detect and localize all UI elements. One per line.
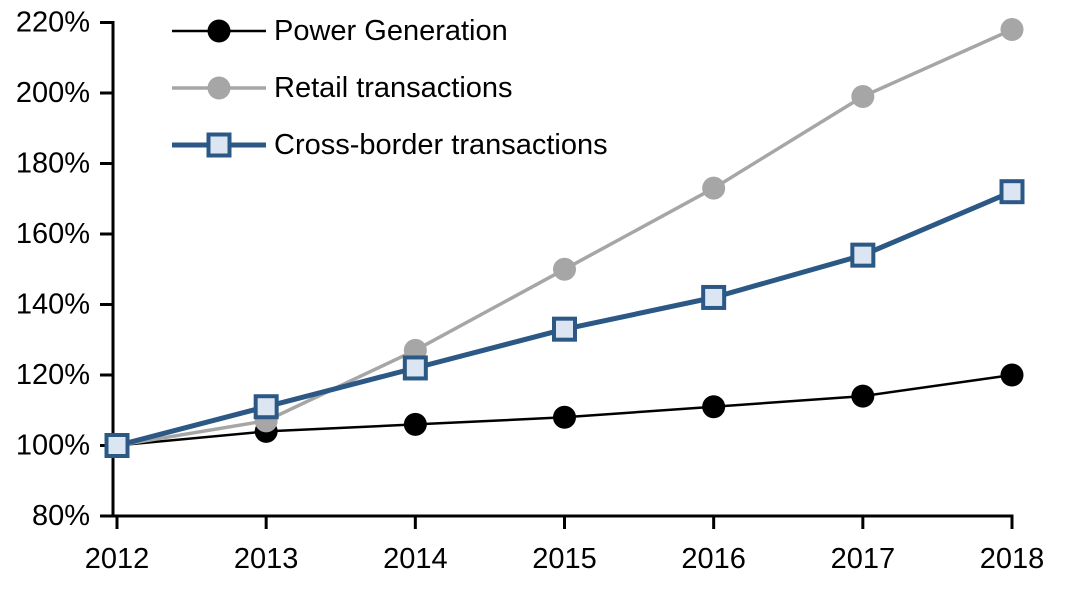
y-tick-label: 140% <box>16 289 90 321</box>
x-tick-label: 2014 <box>383 543 448 575</box>
y-tick-label: 160% <box>16 218 90 250</box>
series-marker-power-generation <box>702 395 726 419</box>
x-tick-label: 2012 <box>85 543 150 575</box>
series-marker-cross-border-transactions <box>253 394 279 420</box>
series-marker-power-generation <box>1000 363 1024 387</box>
legend: Power Generation Retail transactions Cross… <box>172 15 608 161</box>
series-marker-power-generation <box>403 412 427 436</box>
legend-item-retail-transactions: Retail transactions <box>172 72 513 104</box>
legend-marker-square-icon <box>206 132 232 158</box>
series-marker-cross-border-transactions <box>402 355 428 381</box>
x-tick-label: 2017 <box>831 543 896 575</box>
x-tick-label: 2016 <box>681 543 746 575</box>
legend-item-cross-border-transactions: Cross-border transactions <box>172 129 608 161</box>
series-cross-border-transactions <box>104 179 1025 458</box>
series-line-retail-transactions <box>116 28 1013 448</box>
x-tick-label: 2015 <box>532 543 597 575</box>
series-marker-retail-transactions <box>851 85 875 109</box>
series-marker-cross-border-transactions <box>104 433 130 458</box>
legend-label: Retail transactions <box>274 72 513 104</box>
series-marker-cross-border-transactions <box>999 179 1025 205</box>
x-tick-label: 2018 <box>980 543 1045 575</box>
series-marker-power-generation <box>851 384 875 408</box>
legend-item-power-generation: Power Generation <box>172 15 508 47</box>
legend-marker-circle-icon <box>207 19 231 43</box>
series-marker-retail-transactions <box>1000 18 1024 42</box>
y-tick-label: 220% <box>16 7 90 39</box>
series-marker-cross-border-transactions <box>701 284 727 310</box>
y-tick-label: 200% <box>16 77 90 109</box>
y-tick-label: 100% <box>16 430 90 462</box>
series-marker-retail-transactions <box>553 257 576 281</box>
legend-label: Power Generation <box>274 15 508 47</box>
x-tick-label: 2013 <box>234 543 299 575</box>
series-marker-power-generation <box>553 405 576 429</box>
legend-label: Cross-border transactions <box>274 129 608 161</box>
series-marker-cross-border-transactions <box>850 242 876 268</box>
legend-marker-circle-icon <box>207 76 231 100</box>
y-tick-label: 80% <box>32 500 90 532</box>
y-tick-label: 120% <box>16 359 90 391</box>
series-retail-transactions <box>105 18 1024 457</box>
series-marker-retail-transactions <box>702 176 726 200</box>
y-tick-label: 180% <box>16 148 90 180</box>
series-marker-cross-border-transactions <box>552 316 577 342</box>
